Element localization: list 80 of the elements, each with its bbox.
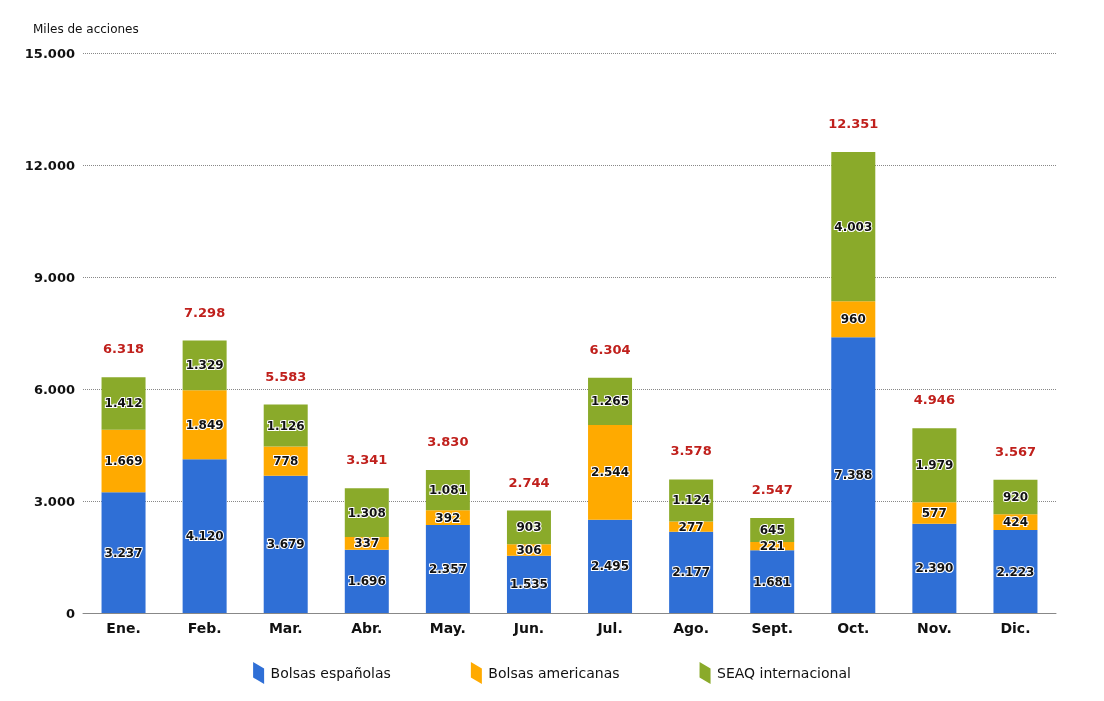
data-label: 221 bbox=[759, 539, 785, 554]
data-label: 2.223 bbox=[996, 564, 1035, 579]
total-label: 7.298 bbox=[184, 304, 226, 320]
data-label: 2.357 bbox=[428, 562, 467, 576]
bar bbox=[101, 492, 146, 613]
total-label: 6.304 bbox=[589, 341, 631, 357]
bar bbox=[182, 459, 227, 613]
total-label: 3.567 bbox=[994, 443, 1037, 459]
data-label: 7.388 bbox=[834, 468, 873, 483]
data-label: 1.081 bbox=[428, 483, 467, 498]
data-label: 2.495 bbox=[591, 559, 630, 574]
x-tick-label: Oct. bbox=[837, 620, 870, 636]
data-label: 1.124 bbox=[672, 493, 711, 508]
y-tick-label: 0 bbox=[65, 605, 75, 621]
data-label: 1.669 bbox=[104, 454, 143, 468]
data-label: 2.544 bbox=[591, 465, 630, 480]
total-label: 4.946 bbox=[913, 392, 955, 408]
data-label: 337 bbox=[354, 536, 380, 551]
total-label: 6.318 bbox=[102, 341, 145, 357]
data-label: 1.979 bbox=[915, 458, 954, 473]
x-tick-label: Abr. bbox=[351, 620, 383, 636]
y-tick-label: 3.000 bbox=[33, 493, 75, 509]
x-tick-label: May. bbox=[429, 620, 466, 636]
y-tick-label: 6.000 bbox=[33, 381, 75, 397]
legend-label: Bolsas americanas bbox=[488, 665, 620, 681]
data-label: 1.696 bbox=[347, 574, 386, 589]
x-tick-label: Nov. bbox=[917, 620, 952, 636]
x-tick-label: Feb. bbox=[187, 620, 222, 636]
data-label: 1.265 bbox=[591, 394, 630, 409]
total-label: 3.578 bbox=[670, 443, 712, 459]
data-label: 1.329 bbox=[185, 358, 224, 373]
x-tick-label: Ene. bbox=[106, 620, 141, 636]
total-label: 3.830 bbox=[427, 434, 469, 450]
legend-label: Bolsas españolas bbox=[270, 665, 391, 681]
data-label: 1.535 bbox=[509, 577, 548, 592]
data-label: 960 bbox=[840, 312, 866, 327]
data-label: 1.412 bbox=[104, 396, 143, 411]
data-label: 645 bbox=[759, 522, 785, 537]
x-tick-label: Jul. bbox=[596, 620, 623, 636]
data-label: 1.126 bbox=[266, 418, 305, 433]
bar bbox=[831, 337, 876, 613]
total-label: 12.351 bbox=[828, 115, 879, 131]
total-label: 5.583 bbox=[265, 368, 307, 384]
data-label: 424 bbox=[1002, 515, 1028, 530]
data-label: 277 bbox=[678, 519, 704, 534]
data-label: 306 bbox=[516, 542, 542, 557]
data-label: 3.679 bbox=[266, 537, 305, 552]
x-tick-label: Mar. bbox=[268, 620, 303, 636]
bar bbox=[669, 531, 714, 613]
x-tick-label: Ago. bbox=[673, 620, 710, 636]
bar bbox=[588, 519, 633, 613]
data-label: 903 bbox=[516, 520, 542, 535]
total-label: 2.547 bbox=[751, 481, 793, 497]
bar bbox=[831, 151, 876, 302]
x-tick-label: Sept. bbox=[751, 620, 794, 636]
x-tick-label: Dic. bbox=[1000, 620, 1031, 636]
data-label: 392 bbox=[435, 510, 461, 525]
bar bbox=[425, 525, 470, 613]
x-tick-label: Jun. bbox=[512, 620, 545, 636]
data-label: 4.003 bbox=[834, 219, 873, 234]
data-label: 1.681 bbox=[753, 574, 792, 589]
data-label: 1.308 bbox=[347, 505, 386, 520]
data-label: 577 bbox=[921, 506, 947, 520]
bar bbox=[588, 424, 633, 520]
y-tick-label: 15.000 bbox=[24, 45, 75, 61]
data-label: 2.390 bbox=[915, 561, 954, 576]
bar bbox=[912, 523, 957, 613]
data-label: 1.849 bbox=[185, 417, 224, 432]
data-label: 3.237 bbox=[104, 545, 143, 560]
bar bbox=[263, 475, 308, 613]
data-label: 920 bbox=[1002, 490, 1028, 505]
y-tick-label: 12.000 bbox=[24, 157, 75, 173]
data-label: 4.120 bbox=[185, 529, 224, 544]
total-label: 2.744 bbox=[508, 474, 550, 490]
y-tick-label: 9.000 bbox=[33, 269, 75, 285]
total-label: 3.341 bbox=[346, 452, 388, 468]
y-axis-title: Miles de acciones bbox=[33, 22, 139, 36]
data-label: 2.177 bbox=[672, 565, 711, 580]
legend-label: SEAQ internacional bbox=[717, 665, 851, 681]
data-label: 778 bbox=[273, 454, 299, 469]
